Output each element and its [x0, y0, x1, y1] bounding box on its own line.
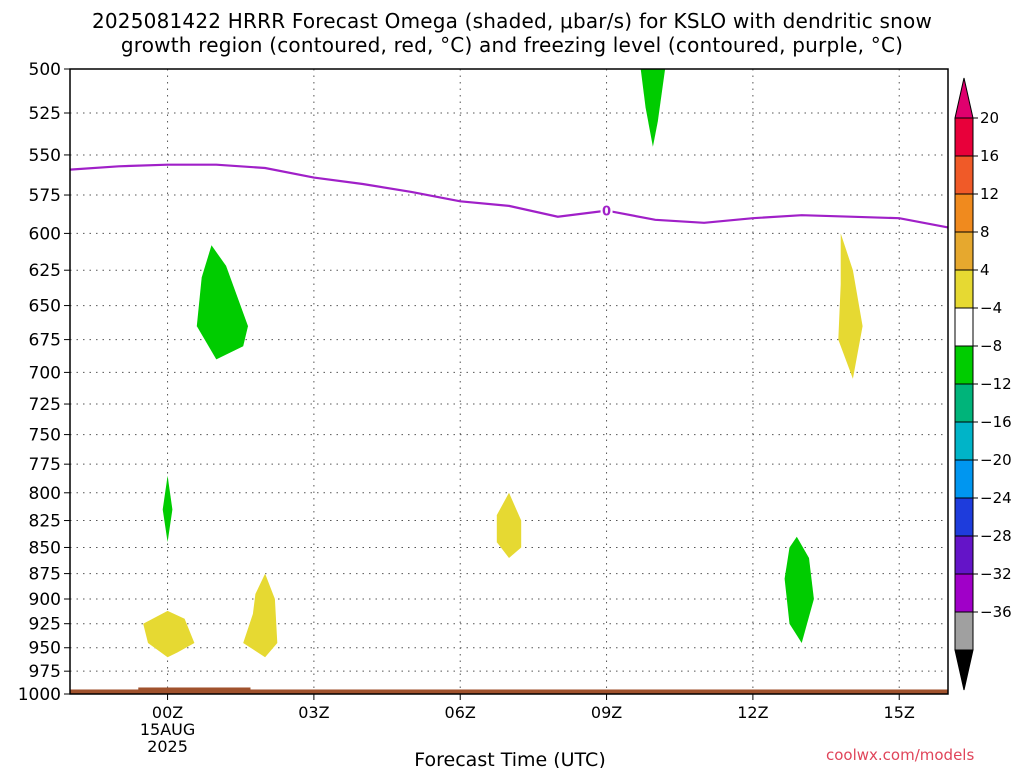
terrain-fill — [70, 689, 948, 694]
x-tick-label: 03Z — [298, 703, 329, 722]
colorbar-label: 20 — [980, 109, 999, 127]
colorbar-segment — [954, 459, 974, 499]
y-tick-label: 750 — [29, 426, 61, 446]
chart-title-line-2: growth region (contoured, red, °C) and f… — [120, 33, 904, 57]
colorbar-segment — [954, 535, 974, 575]
y-tick-label: 900 — [29, 590, 61, 610]
y-tick-label: 625 — [29, 261, 61, 281]
colorbar-label: −12 — [980, 375, 1012, 393]
colorbar-label: 4 — [980, 261, 990, 279]
y-tick-label: 825 — [29, 512, 61, 532]
y-tick-label: 525 — [29, 104, 61, 124]
credit-link[interactable]: coolwx.com/models — [826, 746, 975, 764]
freezing-level-label: 0 — [602, 205, 611, 220]
colorbar-label: −32 — [980, 565, 1012, 583]
y-tick-label: 1000 — [18, 685, 61, 705]
x-axis-title: Forecast Time (UTC) — [414, 749, 605, 768]
colorbar-segment — [954, 345, 974, 385]
y-axis: 500 525 550 575 600 625 650 675 700 725 750 775 800 8… — [18, 60, 70, 705]
colorbar-segment — [954, 155, 974, 195]
x-tick-label: 09Z — [591, 703, 622, 722]
colorbar-label: 8 — [980, 223, 990, 241]
x-tick-label: 2025 — [147, 737, 188, 756]
y-tick-label: 925 — [29, 615, 61, 635]
omega-region — [162, 475, 173, 543]
colorbar-segment — [954, 307, 974, 347]
omega-region — [838, 233, 863, 379]
colorbar-label: −16 — [980, 413, 1012, 431]
y-tick-label: 600 — [29, 224, 61, 244]
y-tick-label: 850 — [29, 538, 61, 558]
colorbar-label: −24 — [980, 489, 1012, 507]
colorbar-label: −4 — [980, 299, 1002, 317]
colorbar-bottom-arrow — [954, 649, 974, 691]
plot-background — [70, 69, 948, 694]
colorbar-segment — [954, 573, 974, 613]
omega-regions — [143, 69, 863, 658]
colorbar-top-arrow — [954, 77, 974, 119]
colorbar-segment — [954, 231, 974, 271]
chart-title-line-1: 2025081422 HRRR Forecast Omega (shaded, … — [91, 9, 933, 33]
y-tick-label: 975 — [29, 662, 61, 682]
freezing-level-label-bg — [600, 202, 613, 219]
colorbar-label: −36 — [980, 603, 1012, 621]
x-tick-label: 12Z — [737, 703, 768, 722]
colorbar-label: −8 — [980, 337, 1002, 355]
plot-frame — [69, 68, 949, 695]
grid-lines — [70, 69, 948, 694]
y-tick-label: 575 — [29, 186, 61, 206]
y-tick-label: 550 — [29, 146, 61, 166]
colorbar-label: 12 — [980, 185, 999, 203]
omega-region — [496, 492, 522, 558]
freezing-level: 0 — [69, 163, 949, 229]
y-tick-label: 950 — [29, 639, 61, 659]
plot-area — [70, 69, 948, 694]
omega-region — [243, 573, 278, 658]
colorbar-segment — [954, 421, 974, 461]
y-tick-label: 675 — [29, 331, 61, 351]
colorbar-label: −28 — [980, 527, 1012, 545]
colorbar-segment — [954, 117, 974, 157]
terrain-bump — [138, 687, 251, 691]
omega-region — [784, 536, 814, 643]
x-tick-label: 06Z — [445, 703, 476, 722]
y-tick-label: 500 — [29, 60, 61, 80]
y-tick-label: 775 — [29, 455, 61, 475]
omega-region — [640, 69, 666, 147]
omega-region — [143, 610, 195, 658]
terrain — [70, 687, 948, 694]
colorbar-label: 16 — [980, 147, 999, 165]
y-tick-label: 650 — [29, 297, 61, 317]
x-tick-label: 15Z — [884, 703, 915, 722]
omega-region — [196, 245, 248, 360]
colorbar: 20 16 12 8 4 −4 −8 −12 −16 −20 −24 −28 −32 −36 — [954, 77, 1012, 691]
colorbar-segment — [954, 269, 974, 309]
y-tick-label: 725 — [29, 395, 61, 415]
colorbar-segment — [954, 611, 974, 651]
colorbar-segment — [954, 497, 974, 537]
freezing-level-line — [69, 163, 949, 229]
x-tick-label: 00Z — [152, 703, 183, 722]
y-tick-label: 875 — [29, 565, 61, 585]
y-tick-label: 800 — [29, 484, 61, 504]
x-tick-label: 15AUG — [140, 720, 195, 739]
colorbar-segment — [954, 193, 974, 233]
y-tick-label: 700 — [29, 363, 61, 383]
colorbar-label: −20 — [980, 451, 1012, 469]
colorbar-segment — [954, 383, 974, 423]
plot-border — [69, 68, 949, 695]
